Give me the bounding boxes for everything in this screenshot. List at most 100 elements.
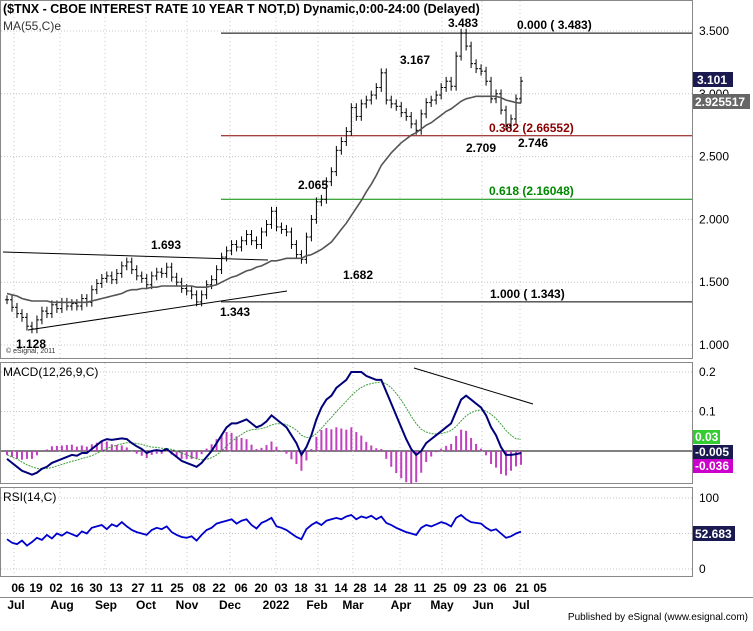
annotation-3167: 3.167 [400,53,430,67]
macd-badge-bg [693,445,733,459]
annotation-high: 3.483 [448,16,478,30]
publisher-footer: Published by eSignal (www.esignal.com) [568,612,748,623]
x-day-label: 11 [151,581,164,595]
x-day-label: 14 [373,581,387,595]
price-tick-label: 2.500 [699,150,729,164]
macd-badges: 0.03 -0.005 -0.036 [693,430,733,473]
price-tick-label: 1.500 [699,275,729,289]
ma-last-value: 2.925517 [695,95,745,109]
rsi-badge-bg [693,526,735,541]
macd-tick-label: 0.2 [699,365,716,379]
x-day-label: 23 [473,581,487,595]
x-day-label: 28 [394,581,408,595]
x-month-label: Jul [7,598,24,612]
price-tick-label: 3.500 [699,24,729,38]
signal-badge-value: 0.03 [695,430,719,444]
x-day-label: 11 [414,581,427,595]
macd-title: MACD(12,26,9,C) [3,365,98,379]
fib-label: 0.382 (2.66552) [489,121,574,135]
annotation-1343: 1.343 [220,305,250,319]
macd-tick-label: 0.1 [699,405,716,419]
fibonacci-levels: 0.000 ( 3.483) 0.382 (2.66552) 0.618 (2.16… [221,18,692,303]
trendlines [2,251,534,405]
price-last-badge-bg [693,72,733,87]
annotation-1128: 1.128 [16,337,46,351]
x-day-label: 21 [515,581,529,595]
ma-last-badge-bg [693,94,750,109]
x-month-label: Aug [50,598,73,612]
price-panel-frame [0,0,693,359]
copyright-text: © eSignal, 2011 [6,347,56,355]
rsi-title: RSI(14,C) [3,490,56,504]
x-day-label: 31 [314,581,328,595]
rsi-tick-label: 0 [699,562,706,576]
macd-divergence-line [413,367,534,405]
annotation-2746: 2.746 [518,136,548,150]
x-day-label: 14 [334,581,348,595]
x-day-label: 05 [533,581,547,595]
x-day-label: 20 [254,581,268,595]
price-last-value: 3.101 [697,73,727,87]
axis-labels: 3.5003.0002.5002.0001.5001.0000.20.11005… [7,24,729,612]
x-day-label: 30 [89,581,103,595]
annotation-1682: 1.682 [343,268,373,282]
annotation-1693: 1.693 [151,238,181,252]
x-day-label: 28 [353,581,367,595]
fib-label: 1.000 ( 1.343) [490,287,565,301]
macd-line [6,371,522,476]
x-day-label: 25 [170,581,184,595]
x-month-label: Jun [472,598,493,612]
x-day-label: 06 [11,581,25,595]
x-day-label: 27 [131,581,145,595]
price-last-badge: 3.101 [693,72,733,87]
x-day-label: 25 [433,581,447,595]
x-month-label: May [430,598,454,612]
ma-legend: MA(55,C)e [3,19,61,33]
x-day-label: 19 [29,581,43,595]
x-day-label: 18 [294,581,308,595]
histogram-badge-bg [693,459,733,473]
x-month-label: Feb [306,598,327,612]
annotation-2709: 2.709 [466,141,496,155]
macd-signal-line [6,381,522,470]
x-day-label: 09 [453,581,467,595]
annotation-2065: 2.065 [298,178,328,192]
x-month-label: Oct [136,598,156,612]
x-day-label: 03 [274,581,288,595]
price-tick-label: 2.000 [699,212,729,226]
macd-badge-value: -0.005 [695,445,729,459]
price-tick-label: 1.000 [699,338,729,352]
x-month-label: Mar [342,598,364,612]
ma-line [6,95,522,304]
x-day-label: 13 [109,581,123,595]
price-series [5,28,523,334]
histogram-badge-value: -0.036 [695,459,729,473]
ma-last-badge: 2.925517 [693,94,750,109]
x-month-label: Jul [512,598,529,612]
rsi-last-badge: 52.683 [693,526,735,541]
rsi-panel-frame [0,487,693,577]
x-day-label: 22 [212,581,226,595]
x-month-label: Apr [391,598,412,612]
macd-panel-frame [0,362,693,484]
x-day-label: 06 [234,581,248,595]
fib-label: 0.618 (2.16048) [489,184,574,198]
rsi-badge-value: 52.683 [695,527,732,541]
x-day-label: 08 [192,581,206,595]
rsi-line [6,513,522,547]
price-annotations: 3.483 3.167 2.709 2.746 2.065 1.693 1.68… [16,16,548,351]
rsi-series [6,513,522,547]
upper-trendline [2,251,269,261]
chart-title: ($TNX - CBOE INTEREST RATE 10 YEAR T NOT… [3,2,480,16]
rsi-tick-label: 100 [699,491,719,505]
x-day-label: 02 [49,581,63,595]
lower-trendline [27,290,288,331]
x-month-label: 2022 [263,598,290,612]
x-month-label: Dec [219,598,241,612]
x-month-label: Sep [95,598,117,612]
x-month-label: Nov [176,598,199,612]
x-day-label: 06 [493,581,507,595]
macd-series [6,371,522,484]
